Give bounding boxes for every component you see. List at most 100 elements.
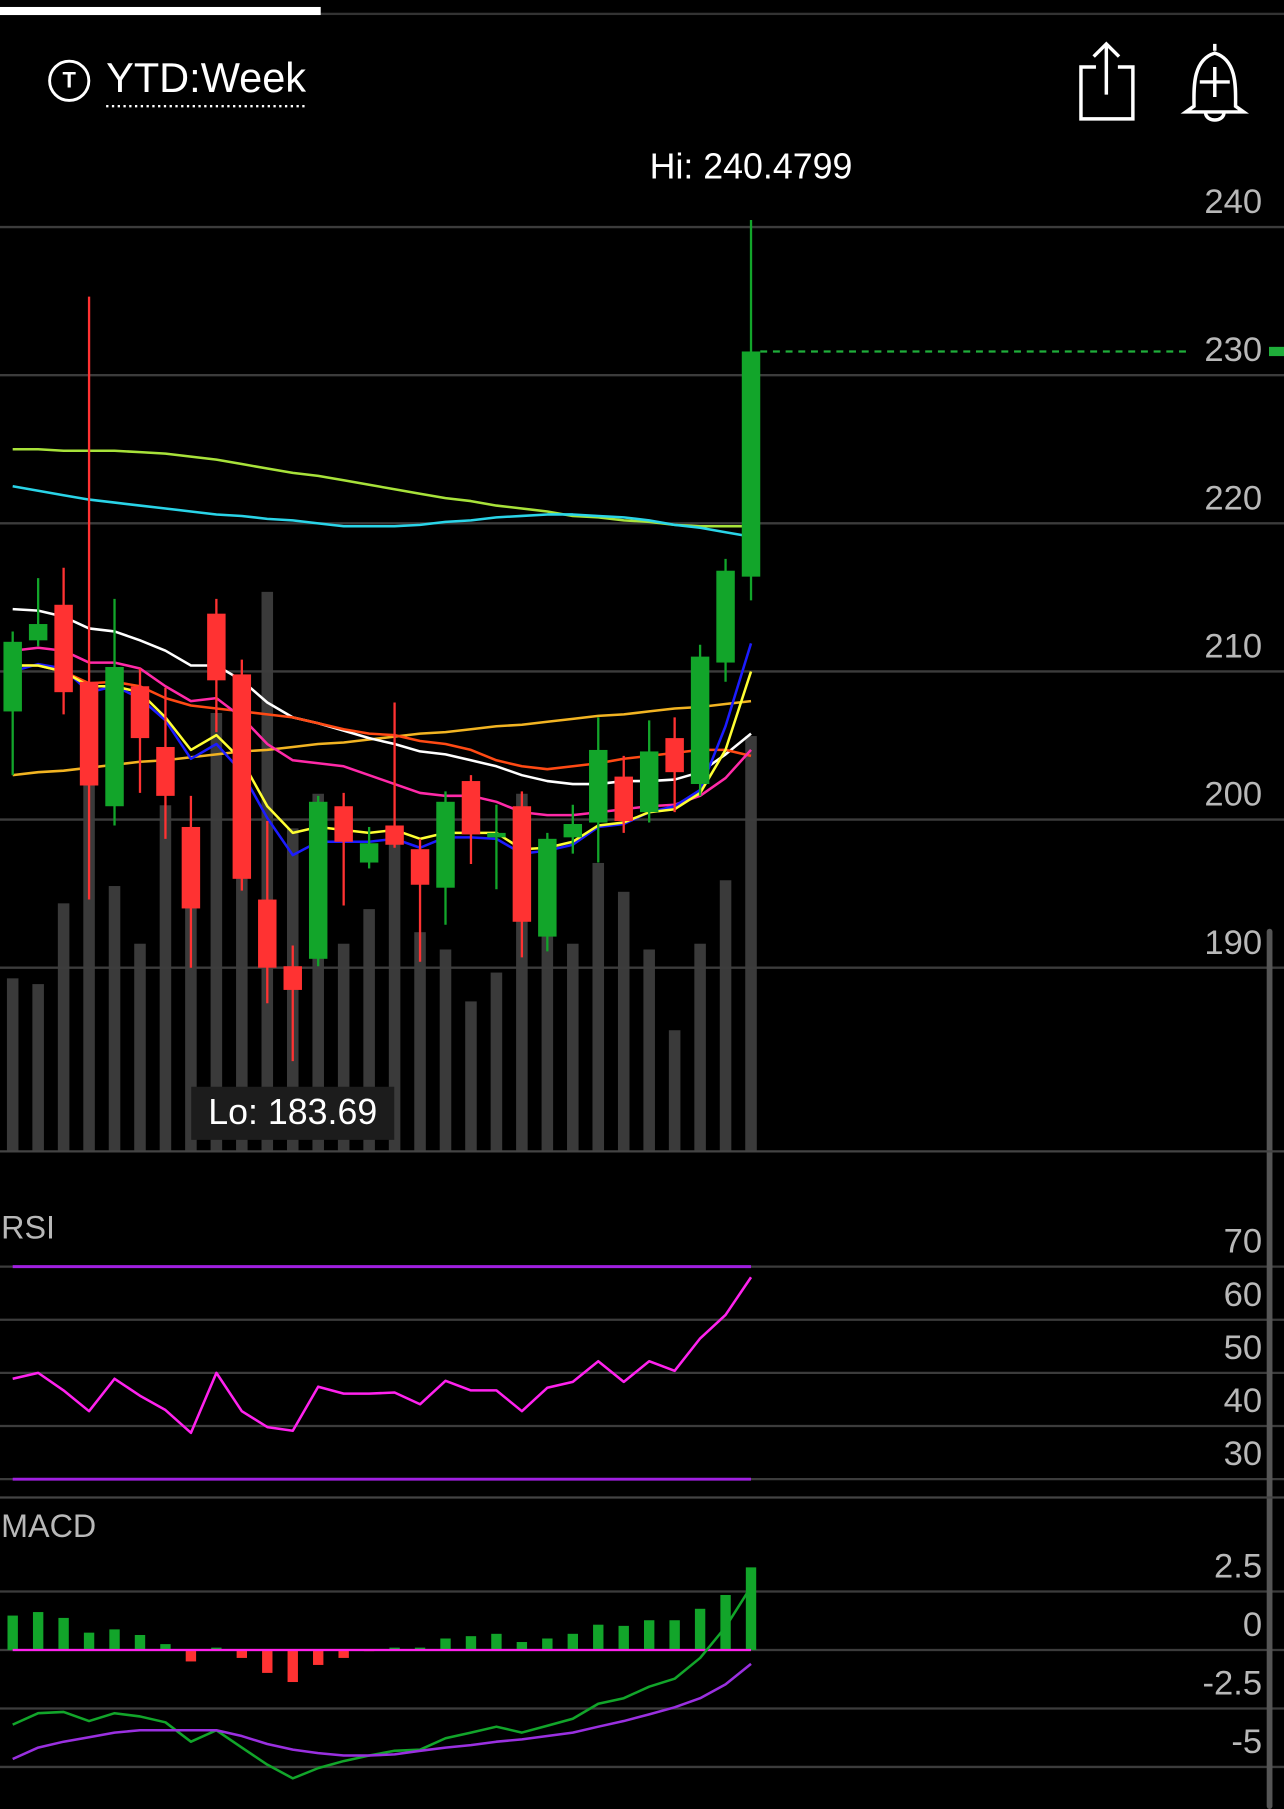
moving-average [12, 664, 752, 771]
macd-histogram-bar [262, 1649, 273, 1673]
candle-body [130, 686, 150, 739]
y-tick-label: -2.5 [1202, 1665, 1262, 1703]
volume-bar [337, 943, 350, 1152]
y-tick-label: -5 [1231, 1723, 1262, 1761]
y-tick-label: 70 [1224, 1223, 1262, 1261]
alert-button[interactable] [1180, 43, 1250, 122]
y-tick-label: 220 [1204, 479, 1262, 517]
macd-histogram-bar [745, 1567, 757, 1650]
y-tick-label: 240 [1204, 183, 1262, 221]
macd-histogram-bar [32, 1612, 44, 1650]
macd-histogram-bar [720, 1594, 731, 1650]
candle-body [716, 570, 735, 663]
candle-body [54, 604, 73, 693]
candle-body [741, 351, 761, 577]
volume-bar [465, 1001, 477, 1152]
range-selector[interactable]: T YTD:Week [48, 54, 307, 108]
candle-body [410, 849, 430, 885]
macd-histogram-bar [694, 1608, 706, 1650]
bell-clapper [1203, 112, 1226, 122]
panel-title: RSI [1, 1209, 55, 1245]
last-price-marker [1269, 346, 1284, 357]
volume-bar [541, 920, 554, 1152]
share-box [1079, 65, 1135, 121]
y-tick-label: 0 [1243, 1606, 1262, 1644]
volume-bar [617, 891, 630, 1152]
candle-body [232, 674, 252, 879]
high-label: Hi: 240.4799 [650, 147, 853, 187]
scrollbar[interactable] [1266, 928, 1273, 1809]
macd-histogram-bar [669, 1620, 680, 1650]
macd-histogram-bar [109, 1629, 120, 1650]
macd-histogram-bar [440, 1638, 451, 1650]
volume-bar [210, 712, 223, 1152]
candle-body [3, 641, 22, 712]
macd-line [12, 1662, 752, 1761]
share-button[interactable] [1079, 41, 1135, 121]
candle-body [207, 613, 226, 681]
y-tick-label: 60 [1224, 1276, 1262, 1314]
candle-body [308, 801, 328, 959]
y-tick-label: 190 [1204, 924, 1262, 962]
macd-line [12, 1586, 753, 1780]
volume-bar [439, 949, 452, 1152]
ticker-icon-letter: T [63, 68, 77, 93]
macd-histogram-bar [287, 1649, 298, 1683]
candle-body [258, 899, 277, 968]
y-tick-label: 230 [1204, 331, 1262, 369]
candle-body [589, 749, 608, 823]
candle-body [461, 781, 481, 835]
volume-bar [592, 862, 605, 1152]
volume-bar [694, 943, 706, 1152]
macd-histogram-bar [465, 1636, 477, 1650]
macd-histogram-bar [185, 1649, 197, 1662]
volume-bar [312, 793, 324, 1152]
volume-bar [567, 943, 579, 1152]
macd-histogram-bar [83, 1632, 95, 1650]
candle-body [665, 738, 684, 773]
volume-bar [83, 736, 95, 1152]
candle-body [181, 826, 201, 909]
range-title: YTD:Week [106, 54, 306, 101]
bell-plus [1199, 66, 1230, 97]
candle-body [436, 801, 455, 888]
macd-histogram-bar [491, 1633, 502, 1650]
volume-bar [414, 932, 426, 1152]
candle-body [105, 666, 124, 807]
macd-histogram-bar [643, 1620, 655, 1650]
macd-histogram-bar [338, 1649, 349, 1658]
candle-body [690, 656, 710, 785]
progress-track [0, 12, 1284, 16]
candle-body [156, 746, 175, 796]
y-tick-label: 210 [1204, 628, 1262, 666]
volume-bar [745, 736, 757, 1152]
macd-histogram-bar [389, 1647, 400, 1650]
volume-bar [134, 943, 146, 1152]
candle-body [28, 624, 48, 641]
moving-average [12, 448, 752, 528]
progress-bar [0, 6, 321, 16]
volume-bar [516, 793, 528, 1152]
ticker-icon [48, 59, 91, 102]
y-tick-label: 30 [1224, 1435, 1262, 1473]
macd-histogram-bar [414, 1647, 426, 1650]
candle-body [538, 838, 557, 937]
volume-bar [668, 1030, 681, 1152]
candle-body [563, 824, 583, 838]
volume-bar [388, 828, 401, 1152]
macd-histogram-bar [7, 1615, 18, 1650]
candle-body [79, 681, 99, 786]
candle-body [385, 825, 404, 845]
y-tick-label: 50 [1224, 1329, 1262, 1367]
y-tick-label: 200 [1204, 776, 1262, 814]
volume-bar [32, 984, 44, 1152]
macd-histogram-bar [58, 1617, 69, 1650]
candle-body [487, 832, 506, 838]
candle-body [359, 843, 379, 863]
y-tick-label: 40 [1224, 1382, 1262, 1420]
macd-histogram-bar [516, 1642, 528, 1650]
macd-histogram-bar [618, 1625, 629, 1650]
macd-histogram-bar [313, 1649, 324, 1665]
